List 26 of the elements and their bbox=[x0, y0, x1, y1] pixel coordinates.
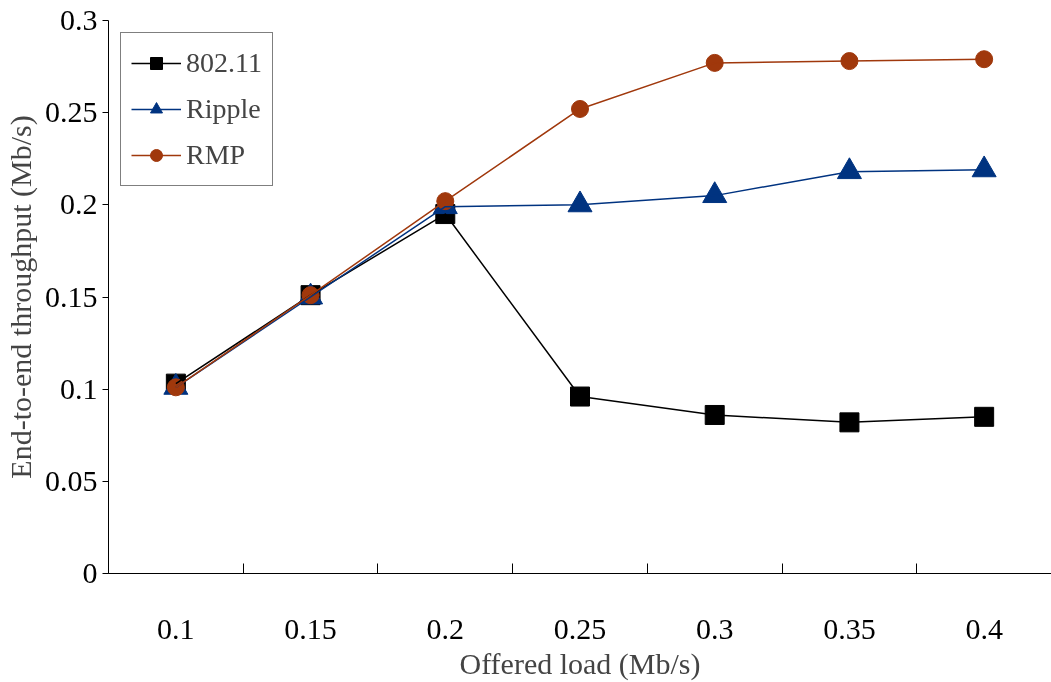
legend-label: Ripple bbox=[186, 92, 261, 126]
y-tick-label: 0.05 bbox=[45, 463, 98, 497]
point bbox=[839, 412, 860, 433]
x-tick-label: 0.4 bbox=[965, 611, 1003, 645]
y-tick-label: 0.25 bbox=[45, 95, 98, 129]
y-tick-label: 0.1 bbox=[60, 371, 98, 405]
y-axis-title: End-to-end throughput (Mb/s) bbox=[4, 115, 38, 479]
y-tick-label: 0 bbox=[82, 556, 98, 589]
point bbox=[975, 50, 994, 69]
legend-label: 802.11 bbox=[186, 46, 262, 80]
x-tick-label: 0.25 bbox=[553, 611, 607, 645]
x-tick-label: 0.1 bbox=[157, 611, 195, 645]
y-tick-label: 0.3 bbox=[60, 3, 98, 36]
legend-label: RMP bbox=[186, 138, 246, 172]
y-tick-label: 0.2 bbox=[60, 187, 98, 221]
point bbox=[704, 404, 725, 425]
x-tick-label: 0.3 bbox=[695, 611, 734, 645]
y-tick-label: 0.15 bbox=[45, 279, 98, 313]
x-tick-label: 0.2 bbox=[426, 611, 465, 645]
point bbox=[570, 386, 590, 407]
x-axis-title: Offered load (Mb/s) bbox=[459, 646, 701, 681]
point bbox=[571, 100, 589, 118]
point bbox=[974, 406, 995, 427]
x-tick-label: 0.15 bbox=[284, 611, 337, 645]
x-tick-label: 0.35 bbox=[823, 611, 876, 645]
point bbox=[705, 53, 724, 72]
